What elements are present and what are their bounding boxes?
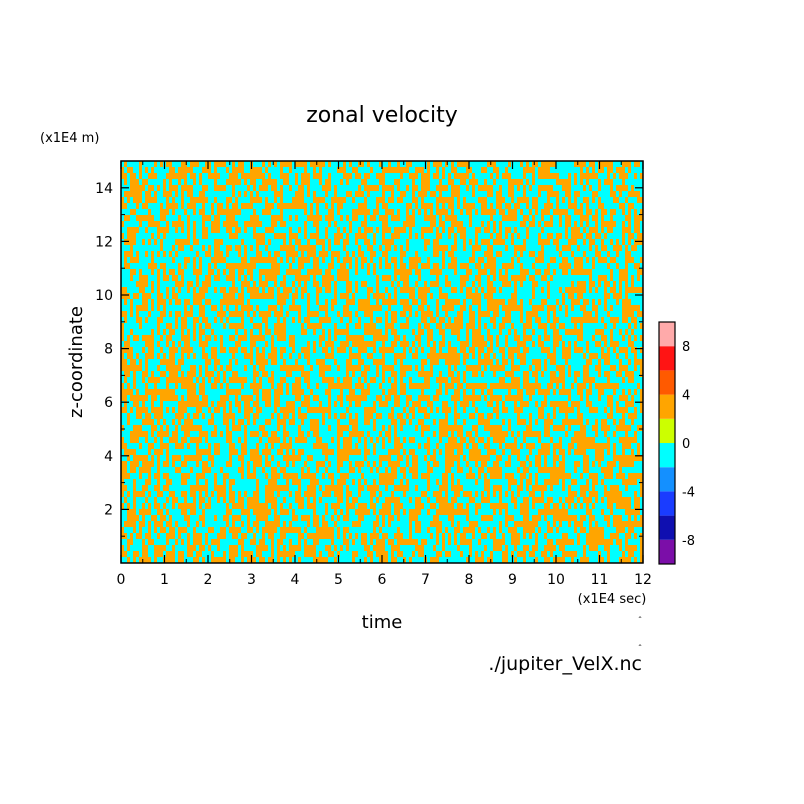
x-tick-label: 3 <box>247 572 256 588</box>
colorbar-segment <box>659 515 675 540</box>
colorbar-tick-label: 0 <box>682 437 690 452</box>
x-tick-label: 6 <box>378 572 387 588</box>
x-tick-label: 11 <box>591 572 609 588</box>
y-tick-label: 10 <box>95 288 113 304</box>
heatmap-plot-area <box>121 161 643 563</box>
y-axis-label: z-coordinate <box>66 306 87 418</box>
colorbar-segment <box>659 539 675 564</box>
y-tick-label: 2 <box>104 502 113 518</box>
x-axis-label: time <box>362 612 403 633</box>
x-tick-label: 2 <box>204 572 213 588</box>
y-axis: 2 4 6 8 10 12 14 <box>95 181 643 537</box>
x-tick-label: 8 <box>465 572 474 588</box>
y-tick-label: 6 <box>104 395 113 411</box>
tick-mark-glyph: ‸ <box>638 609 641 619</box>
x-tick-label: 7 <box>421 572 430 588</box>
tick-mark-glyph: ‸ <box>638 637 641 647</box>
colorbar-tick-label: -4 <box>682 485 695 500</box>
x-tick-label: 4 <box>291 572 300 588</box>
heatmap-cells <box>121 161 643 563</box>
colorbar-tick-label: 8 <box>682 340 690 355</box>
y-tick-label: 14 <box>95 181 113 197</box>
colorbar-segment <box>659 467 675 492</box>
colorbar-segment <box>659 370 675 395</box>
source-file-label: ./jupiter_VelX.nc <box>488 653 642 675</box>
colorbar-segment <box>659 394 675 419</box>
y-tick-label: 8 <box>104 342 113 358</box>
y-unit-label: (x1E4 m) <box>40 131 99 146</box>
y-tick-label: 12 <box>95 234 113 250</box>
colorbar-tick-label: -8 <box>682 534 695 549</box>
x-tick-label: 0 <box>117 572 126 588</box>
x-tick-label: 9 <box>508 572 517 588</box>
x-tick-label: 12 <box>634 572 652 588</box>
y-tick-label: 4 <box>104 449 113 465</box>
x-tick-label: 1 <box>160 572 169 588</box>
colorbar-segment <box>659 491 675 516</box>
colorbar-frame <box>658 321 676 565</box>
colorbar-segment <box>659 346 675 371</box>
chart-title: zonal velocity <box>306 103 458 128</box>
colorbar: 8 4 0 -4 -8 <box>658 321 695 565</box>
colorbar-segment <box>659 322 675 347</box>
colorbar-segment <box>659 443 675 468</box>
x-axis: 0 1 2 3 4 5 6 7 8 9 10 11 12 <box>117 161 652 588</box>
colorbar-tick-label: 4 <box>682 389 690 404</box>
x-unit-label: (x1E4 sec) <box>578 592 647 607</box>
x-tick-label: 5 <box>334 572 343 588</box>
x-tick-label: 10 <box>547 572 565 588</box>
colorbar-segment <box>659 418 675 443</box>
